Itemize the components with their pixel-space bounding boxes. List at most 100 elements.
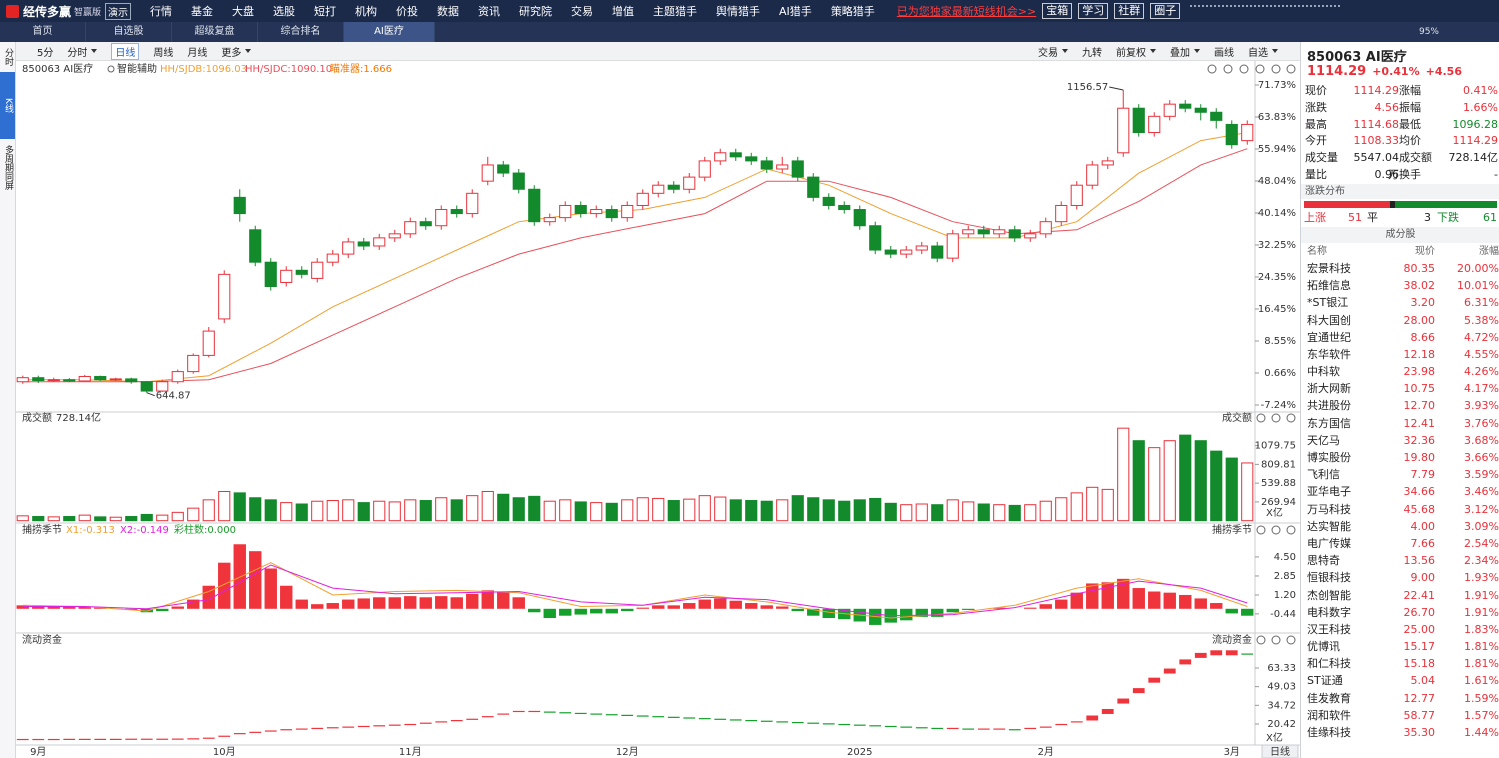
menu-item[interactable]: 策略猎手 xyxy=(830,5,875,18)
component-row[interactable]: 电科数字 26.70 1.91% xyxy=(1301,604,1499,621)
menu-item[interactable]: 舆情猎手 xyxy=(716,5,761,18)
top-button[interactable]: 学习 xyxy=(1078,3,1109,19)
menu-item[interactable]: 行情 xyxy=(150,5,173,18)
menu-item[interactable]: 机构 xyxy=(355,5,378,18)
quote-value: 1114.68 xyxy=(1353,117,1400,131)
toolbar-item[interactable]: 分时 xyxy=(67,47,88,59)
component-row[interactable]: *ST银江 3.20 6.31% xyxy=(1301,294,1499,311)
component-name: 佳发教育 xyxy=(1307,691,1351,705)
candle-body xyxy=(357,241,370,247)
component-row[interactable]: 飞利信 7.79 3.59% xyxy=(1301,466,1499,483)
component-row[interactable]: 万马科技 45.68 3.12% xyxy=(1301,501,1499,518)
volume-bar xyxy=(32,516,45,522)
menu-item[interactable]: 增值 xyxy=(612,5,635,18)
toolbar-item[interactable]: 周线 xyxy=(153,47,174,59)
edition: 智赢版 xyxy=(74,7,102,18)
component-row[interactable]: 东方国信 12.41 3.76% xyxy=(1301,415,1499,432)
macd-bar xyxy=(218,562,231,609)
toolbar-item[interactable]: 前复权 xyxy=(1116,47,1146,59)
tab[interactable]: AI医疗 xyxy=(344,22,435,42)
volume-bar xyxy=(1148,447,1161,522)
component-row[interactable]: 博实股份 19.80 3.66% xyxy=(1301,449,1499,466)
toolbar-item[interactable]: 月线 xyxy=(187,47,208,59)
candle-body xyxy=(171,371,184,383)
toolbar-item[interactable]: 更多 xyxy=(221,47,242,59)
component-row[interactable]: 电广传媒 7.66 2.54% xyxy=(1301,535,1499,552)
side-tab[interactable]: K线 xyxy=(0,72,15,139)
component-row[interactable]: 达实智能 4.00 3.09% xyxy=(1301,518,1499,535)
tab[interactable]: 首页 xyxy=(0,22,86,42)
candle-body xyxy=(218,273,231,320)
panel-value: 728.14亿 xyxy=(56,411,101,424)
chart-tools[interactable] xyxy=(1207,64,1296,645)
demo-badge[interactable]: 演示 xyxy=(105,2,132,20)
menu-item[interactable]: 资讯 xyxy=(478,5,501,18)
toolbar-item[interactable]: 叠加 xyxy=(1170,47,1190,59)
component-row[interactable]: 佳发教育 12.77 1.59% xyxy=(1301,690,1499,707)
toolbar-item[interactable]: 日线 xyxy=(111,42,140,60)
toolbar-item[interactable]: 九转 xyxy=(1082,47,1102,59)
macd-bar xyxy=(419,597,432,609)
window-controls[interactable] xyxy=(1190,5,1341,17)
component-row[interactable]: 亚华电子 34.66 3.46% xyxy=(1301,483,1499,500)
promo-link[interactable]: 已为您独家最新短线机会>> xyxy=(896,5,1037,18)
component-name: ST证通 xyxy=(1307,674,1343,688)
component-value: 3.93% xyxy=(1464,399,1499,413)
menu-item[interactable]: 基金 xyxy=(191,5,214,18)
candle-body xyxy=(47,379,60,382)
side-tab[interactable]: 分时 xyxy=(3,48,13,66)
component-row[interactable]: 宏景科技 80.35 20.00% xyxy=(1301,260,1499,277)
tab[interactable]: 自选股 xyxy=(86,22,172,42)
menu-item[interactable]: 交易 xyxy=(571,5,594,18)
component-row[interactable]: ST证通 5.04 1.61% xyxy=(1301,672,1499,689)
tab[interactable]: 综合排名 xyxy=(258,22,344,42)
component-row[interactable]: 东华软件 12.18 4.55% xyxy=(1301,346,1499,363)
component-row[interactable]: 和仁科技 15.18 1.81% xyxy=(1301,655,1499,672)
menu-item[interactable]: 短打 xyxy=(314,5,337,18)
tab[interactable]: 超级复盘 xyxy=(172,22,258,42)
top-button[interactable]: 社群 xyxy=(1114,3,1145,19)
component-row[interactable]: 天亿马 32.36 3.68% xyxy=(1301,432,1499,449)
menu-item[interactable]: 主题猎手 xyxy=(653,5,698,18)
toolbar-item[interactable]: 5分 xyxy=(37,47,54,59)
component-row[interactable]: 思特奇 13.56 2.34% xyxy=(1301,552,1499,569)
volume-bar xyxy=(667,500,680,522)
component-row[interactable]: 恒银科技 9.00 1.93% xyxy=(1301,569,1499,586)
macd-bar xyxy=(1039,604,1052,609)
header-cell: 现价 xyxy=(1415,245,1435,257)
caret xyxy=(1194,49,1200,53)
macd-bar xyxy=(47,606,60,609)
candle-body xyxy=(450,209,463,215)
toolbar-item[interactable]: 自选 xyxy=(1248,47,1268,59)
menu-item[interactable]: 研究院 xyxy=(519,5,553,18)
component-row[interactable]: 中科软 23.98 4.26% xyxy=(1301,363,1499,380)
menu-item[interactable]: 选股 xyxy=(273,5,296,18)
component-row[interactable]: 润和软件 58.77 1.57% xyxy=(1301,707,1499,724)
component-row[interactable]: 科大国创 28.00 5.38% xyxy=(1301,312,1499,329)
toolbar-item[interactable]: 画线 xyxy=(1214,47,1234,59)
component-row[interactable]: 浙大网新 10.75 4.17% xyxy=(1301,380,1499,397)
component-row[interactable]: 优博讯 15.17 1.81% xyxy=(1301,638,1499,655)
menu-item[interactable]: 大盘 xyxy=(232,5,255,18)
top-button[interactable]: 宝箱 xyxy=(1042,3,1073,19)
component-row[interactable]: 共进股份 12.70 3.93% xyxy=(1301,397,1499,414)
candle-body xyxy=(16,377,29,383)
assist-icon[interactable] xyxy=(107,65,115,73)
top-button[interactable]: 圈子 xyxy=(1150,3,1181,19)
component-row[interactable]: 汉王科技 25.00 1.83% xyxy=(1301,621,1499,638)
component-row[interactable]: 拓维信息 38.02 10.01% xyxy=(1301,277,1499,294)
menu-item[interactable]: 价投 xyxy=(396,5,419,18)
component-name: 中科软 xyxy=(1307,365,1340,379)
macd-bar xyxy=(683,603,696,609)
breadth-segment xyxy=(1389,200,1395,208)
component-row[interactable]: 佳缘科技 35.30 1.44% xyxy=(1301,724,1499,741)
menu-item[interactable]: AI猎手 xyxy=(779,5,812,18)
component-row[interactable]: 宜通世纪 8.66 4.72% xyxy=(1301,329,1499,346)
side-tab[interactable]: 多周期同屏 xyxy=(3,144,13,190)
volume-bar xyxy=(218,490,231,522)
component-row[interactable]: 杰创智能 22.41 1.91% xyxy=(1301,587,1499,604)
bars-label: 彩柱数:0.000 xyxy=(174,523,236,536)
menu-item[interactable]: 数据 xyxy=(437,5,460,18)
toolbar-item[interactable]: 交易 xyxy=(1038,47,1058,59)
chart-background xyxy=(15,60,1300,758)
